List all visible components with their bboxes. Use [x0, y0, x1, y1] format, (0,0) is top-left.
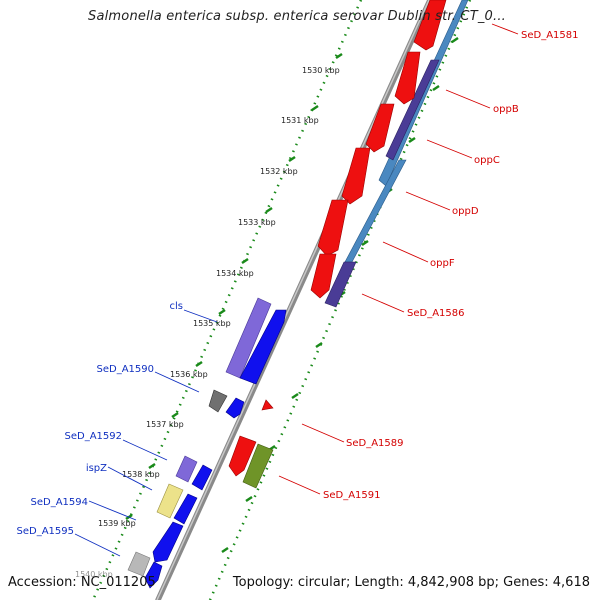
gene-label-sed-a1581[interactable]: SeD_A1581 — [521, 30, 579, 41]
ruler-label-1537: 1537 kbp — [146, 420, 184, 429]
gene-cls[interactable] — [239, 309, 287, 385]
leader-sed-a1594 — [88, 500, 137, 521]
gene-sed-a1581[interactable] — [413, 0, 447, 51]
gene-label-sed-a1589[interactable]: SeD_A1589 — [346, 438, 404, 449]
leader-sed-a1581 — [491, 23, 519, 35]
gene-label-sed-a1594[interactable]: SeD_A1594 — [31, 497, 89, 508]
gene-ispz[interactable] — [173, 493, 198, 525]
map-title: Salmonella enterica subsp. enterica sero… — [88, 9, 507, 24]
gene-ispz-yellow[interactable] — [156, 483, 184, 519]
gene-sed-a1590-gray[interactable] — [208, 389, 228, 413]
gene-label-oppb[interactable]: oppB — [493, 104, 519, 115]
gene-sed-a1591-red[interactable] — [228, 435, 257, 477]
gene-label-sed-a1590[interactable]: SeD_A1590 — [97, 364, 155, 375]
leader-oppf — [382, 241, 429, 263]
inner-tick-ring — [208, 0, 472, 600]
gene-sed-a1586-red[interactable] — [310, 253, 337, 299]
leader-sed-a1589 — [301, 423, 345, 443]
ruler-label-1536: 1536 kbp — [170, 370, 208, 379]
ruler-label-1530: 1530 kbp — [302, 66, 340, 75]
leader-oppc — [426, 139, 473, 159]
ruler-label-1531: 1531 kbp — [281, 116, 319, 125]
gene-label-ispz[interactable]: ispZ — [86, 463, 107, 474]
inner-gene-lane — [324, 0, 469, 308]
gene-label-sed-a1592[interactable]: SeD_A1592 — [65, 431, 123, 442]
gene-sed-a1595[interactable] — [144, 561, 163, 589]
ruler-tick-marks — [125, 52, 343, 521]
gene-oppf[interactable] — [317, 199, 349, 257]
gene-label-cls[interactable]: cls — [170, 301, 184, 312]
gene-label-oppc[interactable]: oppC — [474, 155, 500, 166]
leader-sed-a1595 — [74, 533, 121, 557]
gene-label-oppd[interactable]: oppD — [452, 206, 479, 217]
gene-label-sed-a1586[interactable]: SeD_A1586 — [407, 308, 465, 319]
topology-text: Topology: circular; Length: 4,842,908 bp… — [232, 575, 590, 590]
genome-backbone-highlight — [156, 0, 430, 600]
red-gene-arrows — [228, 0, 447, 489]
gene-sed-a1589[interactable] — [261, 399, 274, 411]
gene-label-oppf[interactable]: oppF — [430, 258, 455, 269]
gene-label-sed-a1591[interactable]: SeD_A1591 — [323, 490, 381, 501]
leader-sed-a1591 — [278, 475, 321, 495]
gene-sed-a1590[interactable] — [225, 397, 245, 419]
genome-backbone — [155, 0, 433, 600]
ruler-label-1540: 1540 kbp — [75, 570, 113, 579]
gene-sed-a1591[interactable] — [242, 443, 274, 489]
gene-label-sed-a1595[interactable]: SeD_A1595 — [17, 526, 75, 537]
ruler-label-1534: 1534 kbp — [216, 269, 254, 278]
leader-sed-a1586 — [361, 293, 405, 313]
gene-indigo-sed-a1586[interactable] — [324, 261, 357, 308]
gene-oppc[interactable] — [365, 103, 395, 153]
gene-sed-a1594[interactable] — [152, 521, 184, 563]
ruler-label-1535: 1535 kbp — [193, 319, 231, 328]
gene-indigo-oppb[interactable] — [385, 59, 440, 161]
ruler-label-1533: 1533 kbp — [238, 218, 276, 227]
left-gene-lane — [127, 297, 287, 589]
outer-tick-ring — [91, 0, 363, 600]
gene-oppb[interactable] — [394, 51, 421, 105]
gene-sed-a1595-gray[interactable] — [127, 551, 151, 577]
accession-text: Accession: NC_011205 — [8, 575, 156, 590]
leader-ispz — [107, 466, 153, 491]
leader-oppd — [405, 191, 451, 211]
gene-sed-a1592-purple[interactable] — [175, 455, 198, 483]
ruler-label-1532: 1532 kbp — [260, 167, 298, 176]
leader-oppb — [445, 89, 491, 109]
gene-oppd[interactable] — [341, 147, 371, 205]
ruler-label-1539: 1539 kbp — [98, 519, 136, 528]
leader-cls — [183, 309, 218, 323]
ruler-label-1538: 1538 kbp — [122, 470, 160, 479]
leader-sed-a1592 — [122, 439, 168, 461]
leader-sed-a1590 — [154, 371, 200, 393]
gene-sed-a1592[interactable] — [191, 464, 213, 491]
